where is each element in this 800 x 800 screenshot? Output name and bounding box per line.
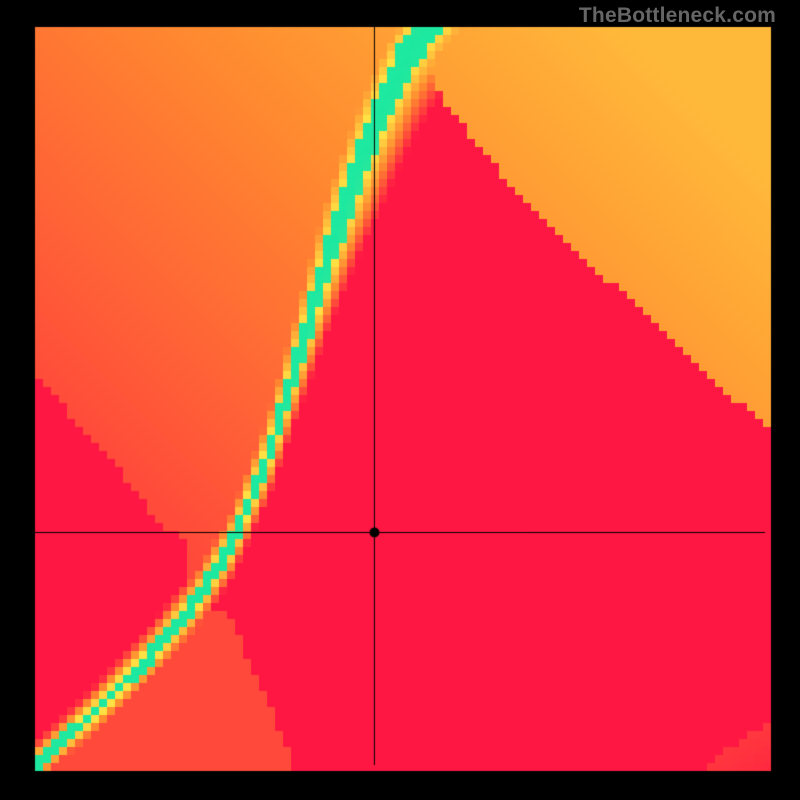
watermark-text: TheBottleneck.com [579,4,776,28]
bottleneck-heatmap [0,0,800,800]
chart-container: TheBottleneck.com [0,0,800,800]
